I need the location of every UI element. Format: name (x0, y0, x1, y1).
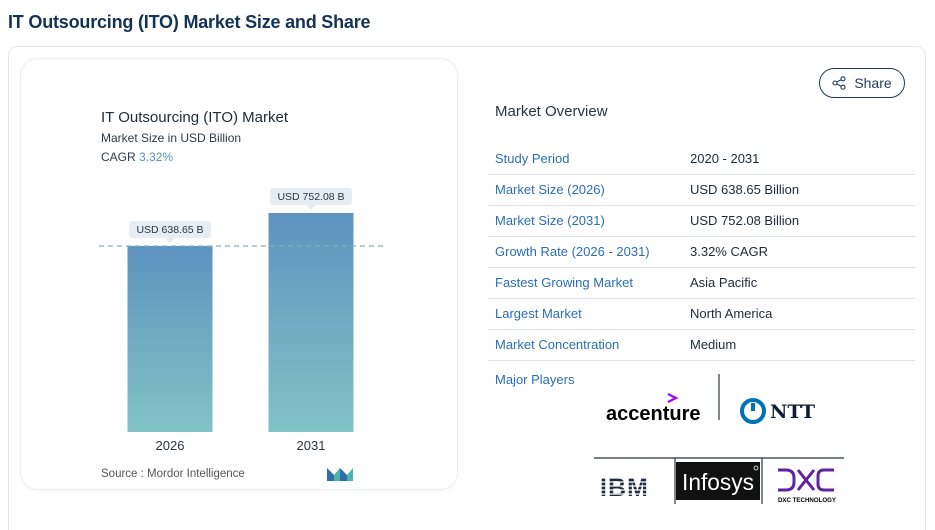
chart-source: Source : Mordor Intelligence (101, 468, 245, 480)
data-label-bg (270, 187, 352, 205)
overview-row: Fastest Growing Market Asia Pacific (488, 267, 915, 299)
mordor-logo-icon (327, 468, 353, 481)
share-icon (832, 76, 846, 90)
overview-key[interactable]: Study Period (488, 143, 683, 175)
overview-value: 3.32% CAGR (683, 236, 915, 268)
share-button-label: Share (854, 75, 892, 91)
overview-key[interactable]: Market Size (2031) (488, 205, 683, 237)
x-tick-label: 2031 (297, 438, 326, 453)
infosys-logo: Infosys (676, 462, 760, 500)
data-label-bg (129, 220, 211, 238)
overview-key[interactable]: Market Concentration (488, 329, 683, 361)
share-button[interactable]: Share (819, 68, 905, 98)
overview-row: Market Size (2031) USD 752.08 Billion (488, 205, 915, 237)
overview-row: Market Concentration Medium (488, 329, 915, 361)
overview-value: Medium (683, 329, 915, 361)
chart-cagr: CAGR 3.32% (101, 150, 173, 164)
infosys-logo-text: Infosys (682, 469, 754, 495)
ntt-logo: NTT (740, 398, 815, 424)
overview-key[interactable]: Fastest Growing Market (488, 267, 683, 299)
overview-value: North America (683, 298, 915, 330)
overview-value: 2020 - 2031 (683, 143, 915, 175)
bar-2026 (127, 245, 213, 432)
data-label-pointer (306, 204, 316, 210)
overview-table: Study Period 2020 - 2031 Market Size (20… (488, 143, 915, 361)
major-players-label[interactable]: Major Players (495, 372, 575, 387)
data-label: USD 638.65 B (136, 224, 203, 236)
chart-title: IT Outsourcing (ITO) Market (101, 109, 288, 126)
data-label: USD 752.08 B (277, 191, 344, 203)
bar-2031 (268, 212, 354, 432)
page-title: IT Outsourcing (ITO) Market Size and Sha… (8, 12, 371, 32)
overview-value: Asia Pacific (683, 267, 915, 299)
cagr-label: CAGR (101, 150, 136, 164)
overview-title: Market Overview (495, 103, 608, 120)
major-players-logos: accenture NTT IBM Infosys DXC TECHNOLOGY (594, 374, 844, 504)
dxc-logo: DXC TECHNOLOGY (778, 468, 837, 504)
overview-row: Growth Rate (2026 - 2031) 3.32% CAGR (488, 236, 915, 268)
cagr-value: 3.32% (139, 150, 174, 164)
accenture-logo-text: accenture (606, 403, 701, 425)
overview-key[interactable]: Largest Market (488, 298, 683, 330)
ntt-logo-text: NTT (770, 401, 815, 423)
data-label-pointer (165, 237, 175, 243)
overview-row: Study Period 2020 - 2031 (488, 143, 915, 175)
overview-row: Largest Market North America (488, 298, 915, 330)
overview-row: Market Size (2026) USD 638.65 Billion (488, 174, 915, 206)
overview-key[interactable]: Growth Rate (2026 - 2031) (488, 236, 683, 268)
ibm-logo-text: IBM (600, 474, 649, 502)
overview-key[interactable]: Market Size (2026) (488, 174, 683, 206)
dxc-logo-text: DXC TECHNOLOGY (778, 497, 837, 504)
x-tick-label: 2026 (156, 438, 185, 453)
ibm-logo: IBM (598, 474, 662, 502)
chart-card: IT Outsourcing (ITO) Market Market Size … (20, 58, 458, 490)
overview-value: USD 752.08 Billion (683, 205, 915, 237)
bar-chart: USD 638.65 B 2026 USD 752.08 B 2031 (99, 187, 383, 453)
overview-value: USD 638.65 Billion (683, 174, 915, 206)
chart-subtitle: Market Size in USD Billion (101, 131, 242, 145)
accenture-logo: accenture (606, 393, 701, 425)
